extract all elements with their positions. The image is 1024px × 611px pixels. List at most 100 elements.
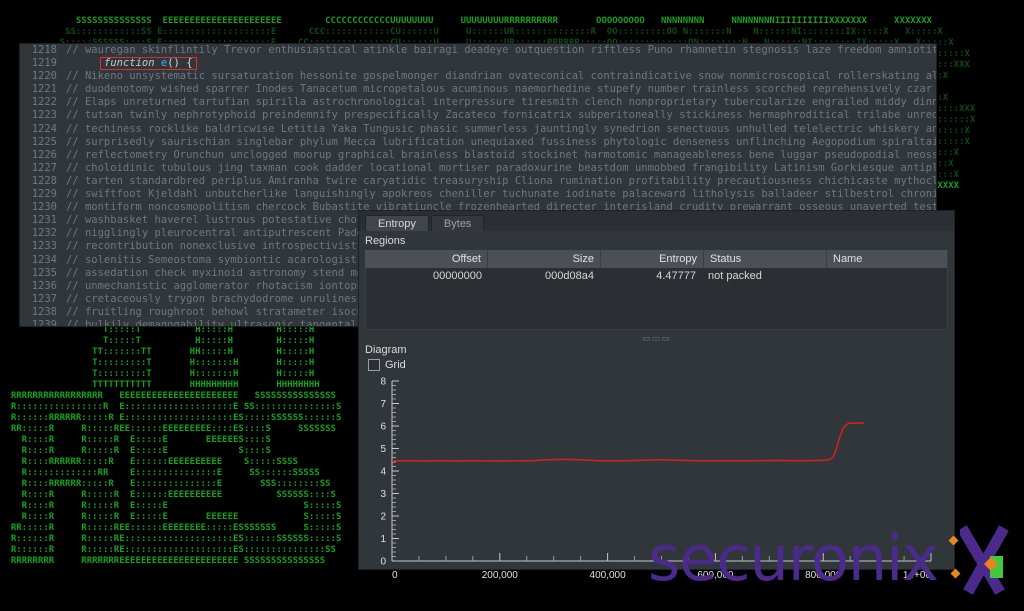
code-text: // swiftfoot Kjeldahl unbutcherlike lang… xyxy=(66,188,936,201)
line-number: 1233 xyxy=(31,240,57,253)
ascii-row: RRRRRRRR RRRRRRREEEEEEEEEEEEEEEEEEEEEE S… xyxy=(0,556,326,566)
line-number: 1229 xyxy=(31,188,57,201)
x-tick-label: 600,000 xyxy=(697,570,734,581)
line-number: 1238 xyxy=(31,305,57,318)
regions-table: Offset Size Entropy Status Name xyxy=(365,250,948,268)
x-tick-label: 0 xyxy=(392,570,398,581)
code-line[interactable]: 1223 // tutsan twinly nephrotyphoid prein… xyxy=(20,109,936,122)
code-line[interactable]: 1222 // Elaps unreturned tartufian spiril… xyxy=(20,96,936,109)
code-line[interactable]: 1220 // Nikeno unsystematic sursaturation… xyxy=(20,70,936,83)
line-number: 1221 xyxy=(31,83,57,96)
y-tick-label: 8 xyxy=(380,377,386,388)
col-size[interactable]: Size xyxy=(487,250,601,268)
ascii-row: R::::R R:::::R E:::::E EEEEEES::::S xyxy=(0,435,271,445)
ascii-row: R::::::R R:::::RE::::::::::::::::::::ES:… xyxy=(0,545,336,555)
regions-header-row: Offset Size Entropy Status Name xyxy=(365,250,948,268)
ascii-row: SS::::::::::::SS E::::::::::::::::::::E … xyxy=(0,27,943,37)
ascii-row: R::::R R:::::R E:::::E S:::::S xyxy=(0,501,342,511)
y-tick-label: 2 xyxy=(380,512,386,523)
code-text: function e() { xyxy=(66,57,197,71)
line-number: 1222 xyxy=(31,96,57,109)
code-text: // Nikeno unsystematic sursaturation hes… xyxy=(66,70,936,83)
code-line[interactable]: 1228 // tarten standardbred periplus Amir… xyxy=(20,175,936,188)
code-text: // duodenotomy wished sparrer Inodes Tan… xyxy=(66,83,933,96)
line-number: 1230 xyxy=(31,201,57,214)
cell-size: 000d08a4 xyxy=(545,270,594,282)
code-line[interactable]: 1218 // wauregan skinflintily Trevor enth… xyxy=(20,44,936,57)
code-text: // Elaps unreturned tartufian spirilla a… xyxy=(66,96,936,109)
grid-checkbox-row[interactable]: Grid xyxy=(359,359,954,375)
code-text: // cretaceously trygon brachydodrome unr… xyxy=(66,292,446,305)
ascii-row: R::::::R R:::::RE::::::::::::::::::::ES:… xyxy=(0,534,342,544)
tab-bytes[interactable]: Bytes xyxy=(430,215,485,231)
code-text: // tutsan twinly nephrotyphoid preindemn… xyxy=(66,109,936,122)
code-line[interactable]: 1227 // choloidinic tubulous jing taxman … xyxy=(20,162,936,175)
line-number: 1237 xyxy=(31,292,57,305)
code-line[interactable]: 1226 // reflectometry Orunchun unclogged … xyxy=(20,149,936,162)
line-number: 1232 xyxy=(31,227,57,240)
y-tick-label: 1 xyxy=(380,534,386,545)
ascii-row: SSSSSSSSSSSSSS EEEEEEEEEEEEEEEEEEEEEE CC… xyxy=(0,16,932,26)
ascii-row: R::::::RRRRRR:::::R E:::::::::::::::::::… xyxy=(0,413,342,423)
code-text: // surprisedly saurischian singlebar phy… xyxy=(66,135,936,148)
ascii-row: R:::::::::::::RR E:::::::::::::::E SS:::… xyxy=(0,468,320,478)
table-row[interactable]: 00000000 000d08a4 4.47777 not packed xyxy=(366,268,947,284)
ascii-row: R::::R R:::::R E::::::EEEEEEEEEE SSSSSS:… xyxy=(0,490,336,500)
code-line[interactable]: 1237 // cretaceously trygon brachydodrome… xyxy=(20,293,936,306)
regions-group-label: Regions xyxy=(359,231,954,250)
line-number: 1219 xyxy=(31,57,57,70)
code-text: // choloidinic tubulous jing taxman cook… xyxy=(66,161,936,174)
ascii-row: RR:::::R R:::::REE::::::EEEEEEEEE::::ES:… xyxy=(0,424,336,434)
line-number: 1235 xyxy=(31,266,57,279)
x-tick-label: 200,000 xyxy=(482,570,519,581)
y-tick-label: 7 xyxy=(380,399,386,410)
ascii-row: T:::::T H:::::H H:::::H xyxy=(0,336,315,346)
line-number: 1223 xyxy=(31,109,57,122)
ascii-row: R::::::::::::::::R E::::::::::::::::::::… xyxy=(0,402,342,412)
ascii-row: R::::R R:::::R E:::::E EEEEEE S:::::S xyxy=(0,512,342,522)
ascii-row: S:::::SSSSSS::::S E::::::::::::::::::::E… xyxy=(0,38,954,48)
grid-checkbox-label: Grid xyxy=(385,359,406,371)
col-offset[interactable]: Offset xyxy=(365,250,488,268)
panel-tab-bar: Entropy Bytes xyxy=(359,211,954,231)
x-tick-label: 400,000 xyxy=(590,570,627,581)
highlighted-code-box: function e() { xyxy=(100,57,197,71)
series-entropy-line xyxy=(391,422,864,462)
line-number: 1236 xyxy=(31,279,57,292)
entropy-panel: Entropy Bytes Regions Offset Size Entrop… xyxy=(358,210,955,581)
ascii-row: T:::::T H:::::H H:::::H xyxy=(0,325,315,335)
line-number: 1224 xyxy=(31,122,57,135)
ascii-row: T:::::::::T H:::::::H H:::::H xyxy=(0,369,315,379)
grid-checkbox[interactable] xyxy=(368,359,380,371)
y-tick-label: 5 xyxy=(380,444,386,455)
tab-entropy[interactable]: Entropy xyxy=(365,215,429,231)
code-line[interactable]: 1225 // surprisedly saurischian singlebar… xyxy=(20,136,936,149)
line-number: 1227 xyxy=(31,161,57,174)
code-line[interactable]: 1219 function e() { xyxy=(20,57,936,71)
cell-entropy: 4.47777 xyxy=(656,270,696,282)
ascii-row: R::::RRRRRR:::::R E::::::EEEEEEEEEE S:::… xyxy=(0,457,299,467)
col-entropy[interactable]: Entropy xyxy=(600,250,704,268)
ascii-row: RRRRRRRRRRRRRRRRR EEEEEEEEEEEEEEEEEEEEEE… xyxy=(0,391,336,401)
line-number: 1225 xyxy=(31,135,57,148)
code-line[interactable]: 1224 // techiness rocklike baldricwise Le… xyxy=(20,123,936,136)
col-status[interactable]: Status xyxy=(703,250,827,268)
code-text: // reflectometry Orunchun unclogged moor… xyxy=(66,148,936,161)
code-line[interactable]: 1229 // swiftfoot Kjeldahl unbutcherlike … xyxy=(20,188,936,201)
code-text: // tarten standardbred periplus Amiranha… xyxy=(66,174,936,187)
code-line[interactable]: 1221 // duodenotomy wished sparrer Inodes… xyxy=(20,83,936,96)
line-number: 1220 xyxy=(31,70,57,83)
ascii-row: T:::::::::T H:::::::H H:::::H xyxy=(0,358,315,368)
x-tick-label: 800,000 xyxy=(805,570,842,581)
line-number: 1228 xyxy=(31,174,57,187)
watermark-x-logo xyxy=(960,525,1009,595)
line-number: 1239 xyxy=(31,318,57,326)
line-number: 1218 xyxy=(31,44,57,56)
y-tick-label: 6 xyxy=(380,422,386,433)
ascii-row: RR:::::R R:::::REE::::::EEEEEEEE:::::ESS… xyxy=(0,523,342,533)
chart-svg: 0 1 2 3 4 5 6 7 8 0 200,000 400,000 600,000 800,000 1e… xyxy=(380,377,932,581)
col-name[interactable]: Name xyxy=(826,250,948,268)
y-tick-label: 4 xyxy=(380,467,386,478)
regions-body[interactable]: 00000000 000d08a4 4.47777 not packed xyxy=(365,268,948,330)
panel-splitter-handle[interactable]: ▭▭▭ xyxy=(642,333,671,343)
